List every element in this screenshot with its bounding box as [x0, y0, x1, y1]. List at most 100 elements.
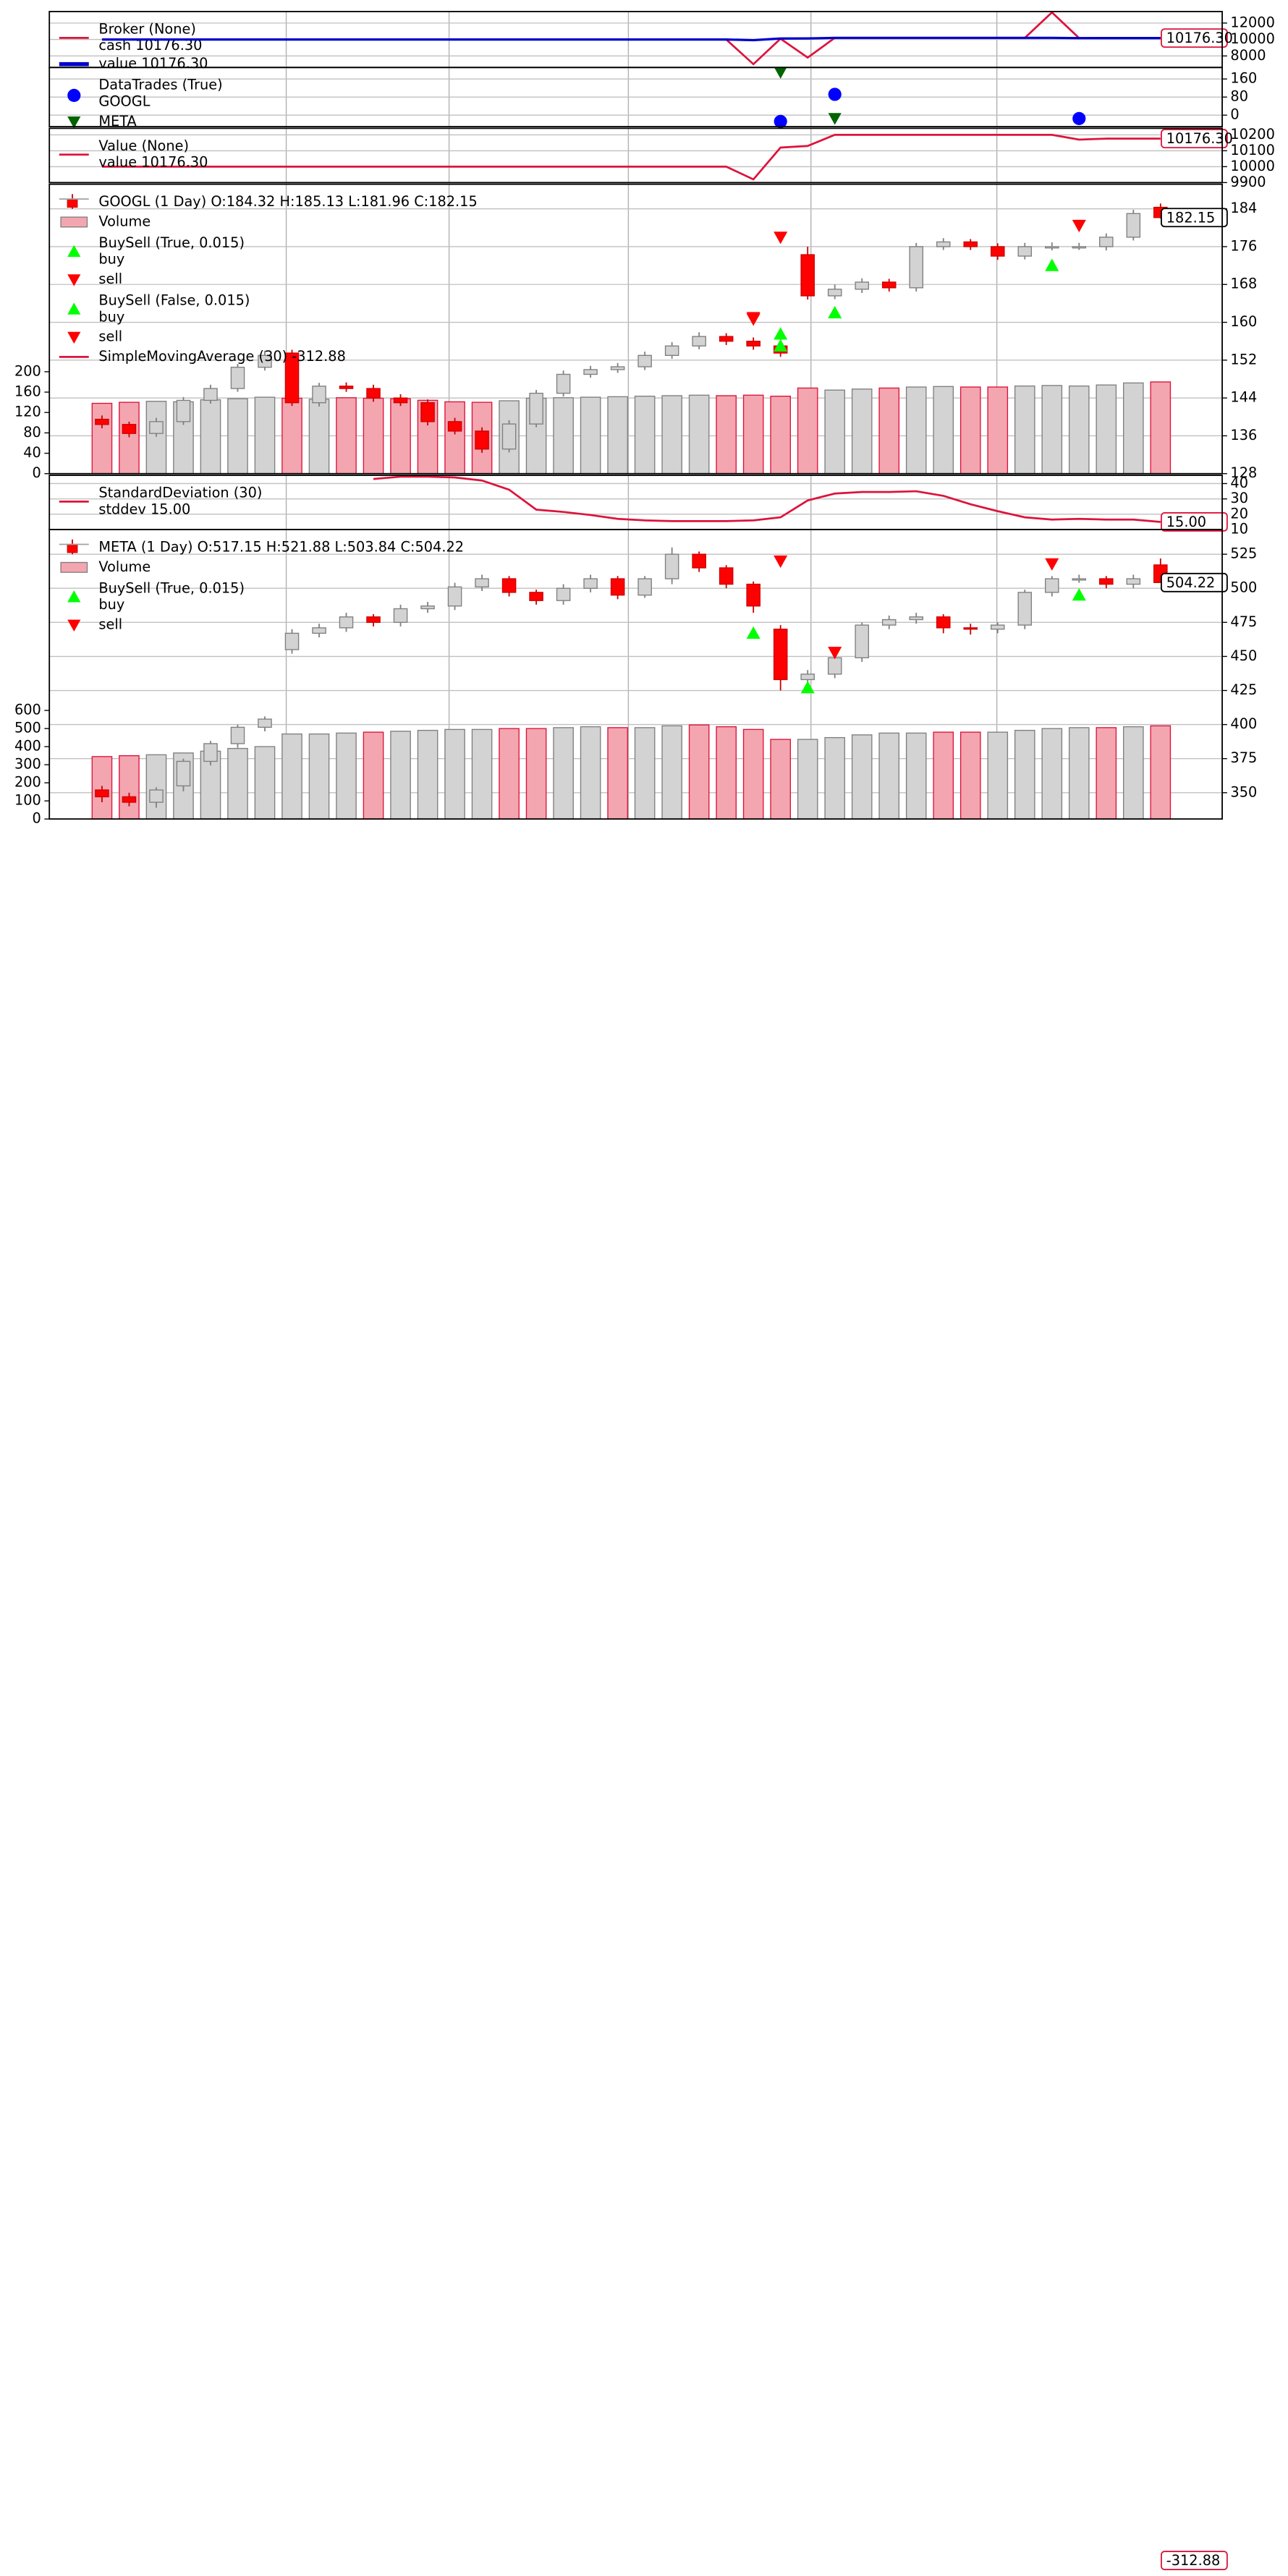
volume-bar — [824, 389, 846, 475]
legend-label: stddev 15.00 — [98, 501, 190, 517]
legend-icon — [67, 302, 81, 315]
volume-bar — [553, 397, 574, 475]
volume-tick-label: 500 — [14, 720, 41, 736]
volume-bar — [119, 754, 140, 820]
legend-label: sell — [98, 271, 122, 287]
candle-body — [475, 578, 489, 588]
signal-marker — [800, 681, 815, 694]
y-tick-label: 160 — [1230, 70, 1257, 87]
y-tick-label: 136 — [1230, 427, 1257, 443]
volume-bar — [688, 394, 710, 475]
volume-bar — [878, 387, 900, 475]
legend-title: Broker (None) — [98, 20, 196, 37]
volume-bar — [390, 398, 411, 475]
candle-body — [339, 386, 354, 389]
y-tick-label: 184 — [1230, 200, 1257, 216]
volume-tick-label: 0 — [33, 464, 41, 481]
last-value-tag — [1161, 28, 1228, 48]
panel-frame — [48, 127, 1223, 184]
candle-body — [501, 578, 517, 593]
candle-body — [258, 718, 272, 728]
volume-bar — [444, 728, 465, 820]
candle-body — [1045, 578, 1059, 593]
y-tick-label: 30 — [1230, 490, 1248, 506]
volume-bar — [145, 754, 167, 820]
candle-body — [773, 629, 788, 681]
candle-body — [1099, 237, 1114, 247]
volume-bar — [905, 732, 927, 820]
y-tick-label: 152 — [1230, 351, 1257, 367]
volume-bar — [1041, 728, 1063, 820]
volume-bar — [254, 396, 276, 475]
candle-body — [366, 388, 381, 399]
candle-body — [827, 657, 842, 675]
candle-body — [447, 421, 462, 432]
legend-icon — [67, 590, 81, 603]
volume-bar — [716, 395, 737, 475]
panel-frame — [48, 529, 1223, 820]
volume-bar — [1122, 726, 1144, 820]
candle-body — [312, 627, 326, 634]
volume-bar — [525, 728, 547, 820]
signal-marker — [1072, 219, 1086, 233]
volume-bar — [987, 386, 1009, 475]
last-value-tag — [1161, 572, 1228, 592]
candle-body — [312, 386, 326, 404]
candle-body — [664, 345, 679, 356]
volume-bar — [336, 732, 357, 820]
candle-body — [963, 627, 978, 630]
legend-title: META (1 Day) O:517.15 H:521.88 L:503.84 … — [98, 539, 464, 556]
panel-frame — [48, 183, 1223, 475]
candle-body — [827, 289, 842, 297]
legend-label: Volume — [98, 213, 151, 229]
y-tick-label: 8000 — [1230, 47, 1266, 64]
legend-label: GOOGL — [98, 93, 150, 109]
y-tick-label: 160 — [1230, 313, 1257, 330]
volume-bar — [987, 731, 1009, 820]
candle-body — [203, 388, 218, 401]
y-tick-label: 40 — [1230, 475, 1248, 491]
candle-body — [719, 336, 734, 342]
candle-body — [637, 578, 652, 596]
y-tick-label: 9900 — [1230, 174, 1266, 190]
volume-bar — [742, 728, 764, 820]
volume-bar — [119, 401, 140, 475]
trade-marker — [828, 113, 842, 125]
legend-label: Volume — [98, 558, 151, 575]
volume-bar — [1150, 381, 1172, 475]
volume-bar — [607, 727, 628, 820]
candle-body — [230, 726, 245, 744]
signal-marker — [774, 231, 788, 245]
volume-tick-label: 40 — [23, 444, 41, 461]
candle-body — [556, 587, 571, 601]
candle-body — [855, 624, 869, 658]
legend-icon — [67, 88, 81, 102]
candle-body — [1045, 246, 1059, 249]
y-tick-label: 0 — [1230, 106, 1239, 123]
volume-tick-label: 80 — [23, 424, 41, 441]
candle-body — [529, 592, 543, 601]
candle-body — [393, 397, 408, 404]
y-tick-label: 144 — [1230, 389, 1257, 406]
legend-title: BuySell (True, 0.015) — [98, 579, 245, 596]
volume-bar — [1041, 385, 1063, 475]
volume-bar — [661, 395, 682, 475]
volume-tick-label: 0 — [33, 810, 41, 827]
volume-bar — [471, 728, 493, 820]
y-tick-label: 350 — [1230, 783, 1257, 800]
candle-body — [447, 586, 462, 607]
candle-body — [501, 423, 517, 450]
candle-body — [95, 418, 109, 425]
legend-icon — [67, 331, 81, 344]
volume-bar — [905, 386, 927, 475]
legend-label: sell — [98, 328, 122, 345]
candle-body — [122, 424, 137, 434]
series-line — [101, 36, 1161, 42]
candle-body — [936, 616, 951, 629]
candle-body — [1017, 592, 1033, 626]
legend-icon — [67, 245, 81, 258]
candle-body — [719, 567, 734, 585]
signal-marker — [828, 647, 842, 660]
volume-tick-label: 400 — [14, 738, 41, 754]
candle-body — [583, 578, 598, 589]
